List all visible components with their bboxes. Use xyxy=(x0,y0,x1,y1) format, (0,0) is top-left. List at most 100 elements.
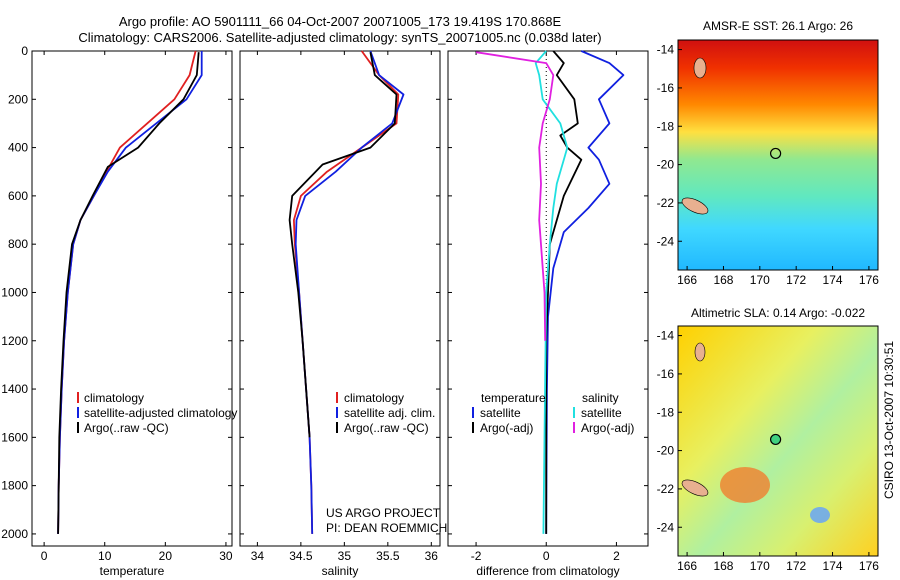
depth-tick-label: 200 xyxy=(8,92,28,106)
difference-panel: -2 0 2 difference from climatology tempera… xyxy=(447,50,649,578)
lon-tick-label: 170 xyxy=(750,559,770,573)
lat-tick-label: -18 xyxy=(657,119,675,133)
temperature-series xyxy=(57,50,203,534)
x-tick-label: 2 xyxy=(613,549,620,563)
temperature-xlabel: temperature xyxy=(100,564,165,578)
sla-map-ticks: 166 168 170 172 174 176 -14 -16 -18 -20 -22 -24 xyxy=(657,329,880,573)
sst-map-field xyxy=(678,40,878,270)
legend-swatch-argo xyxy=(77,422,79,433)
salinity-ticks: 34 34.5 35 35.5 36 xyxy=(240,50,440,563)
timestamp-stamp: CSIRO 13-Oct-2007 10:30:51 xyxy=(882,341,896,499)
depth-tick-label: 800 xyxy=(8,237,28,251)
legend-label-argo: Argo(..raw -QC) xyxy=(84,421,169,435)
legend-swatch-temp-argo xyxy=(472,422,474,433)
sla-high-anomaly xyxy=(720,467,770,503)
lon-tick-label: 174 xyxy=(823,273,843,287)
sst-map-ticks: 166 168 170 172 174 176 -14 -16 -18 -20 -22 -24 xyxy=(657,43,880,287)
legend-label-sal-argo: Argo(-adj) xyxy=(581,421,634,435)
x-tick-label: 0 xyxy=(543,549,550,563)
series-line-salinity-argo-adj xyxy=(475,51,555,341)
sla-map-title: Altimetric SLA: 0.14 Argo: -0.022 xyxy=(691,306,865,320)
legend-swatch-climatology xyxy=(336,392,338,403)
legend-label-temp-satellite: satellite xyxy=(480,406,521,420)
temperature-ticks: 0 200 400 600 800 1000 1200 1400 1600 1800 2000 0 10… xyxy=(1,44,233,563)
lon-tick-label: 174 xyxy=(823,559,843,573)
legend-title-temperature: temperature xyxy=(481,391,546,405)
series-line-argo-raw-qc xyxy=(288,52,398,438)
legend-swatch-argo xyxy=(336,422,338,433)
difference-xlabel: difference from climatology xyxy=(476,564,619,578)
lat-tick-label: -24 xyxy=(657,520,675,534)
sla-low-anomaly xyxy=(810,507,830,523)
legend-title-salinity: salinity xyxy=(582,391,619,405)
sst-island xyxy=(681,197,709,215)
sst-argo-location-marker xyxy=(769,147,782,160)
x-tick-label: 0 xyxy=(41,549,48,563)
legend-swatch-satellite-adjusted xyxy=(77,407,79,418)
x-tick-label: -2 xyxy=(471,549,482,563)
depth-tick-label: 1800 xyxy=(1,479,28,493)
sst-map-title: AMSR-E SST: 26.1 Argo: 26 xyxy=(703,19,853,33)
lat-tick-label: -16 xyxy=(657,367,675,381)
depth-tick-label: 600 xyxy=(8,189,28,203)
series-line-temperature-satellite xyxy=(545,50,625,534)
legend-swatch-sal-argo xyxy=(573,422,575,433)
salinity-panel: 34 34.5 35 35.5 36 salinity climatology sate… xyxy=(239,50,447,578)
depth-tick-label: 1600 xyxy=(1,430,28,444)
sst-island xyxy=(693,57,707,79)
figure-title-line2: Climatology: CARS2006. Satellite-adjuste… xyxy=(78,30,601,45)
salinity-xlabel: salinity xyxy=(322,564,359,578)
legend-label-argo: Argo(..raw -QC) xyxy=(344,421,429,435)
difference-ticks: -2 0 2 xyxy=(448,50,648,563)
legend-swatch-sal-satellite xyxy=(573,407,575,418)
x-tick-label: 34.5 xyxy=(289,549,313,563)
difference-legend: temperature salinity satellite Argo(-adj… xyxy=(472,391,634,435)
difference-series xyxy=(475,50,625,534)
depth-tick-label: 2000 xyxy=(1,527,28,541)
temperature-axes-box xyxy=(31,50,233,547)
legend-label-sal-satellite: satellite xyxy=(581,406,622,420)
x-tick-label: 30 xyxy=(219,549,233,563)
lat-tick-label: -22 xyxy=(657,482,675,496)
lon-tick-label: 172 xyxy=(786,273,806,287)
x-tick-label: 10 xyxy=(98,549,112,563)
depth-tick-label: 0 xyxy=(21,44,28,58)
series-line-argo-raw-qc xyxy=(57,52,200,534)
legend-label-satellite-adjusted: satellite-adjusted climatology xyxy=(84,406,237,420)
sla-map-panel: Altimetric SLA: 0.14 Argo: -0.022 166 168… xyxy=(657,306,880,573)
sst-map-frame xyxy=(677,39,879,271)
x-tick-label: 36 xyxy=(425,549,439,563)
lat-tick-label: -18 xyxy=(657,405,675,419)
depth-tick-label: 1400 xyxy=(1,382,28,396)
lat-tick-label: -24 xyxy=(657,234,675,248)
x-tick-label: 35 xyxy=(338,549,352,563)
project-label: US ARGO PROJECT xyxy=(326,506,441,520)
lon-tick-label: 168 xyxy=(713,559,733,573)
legend-swatch-satellite-adj xyxy=(336,407,338,418)
x-tick-label: 34 xyxy=(251,549,265,563)
x-tick-label: 20 xyxy=(159,549,173,563)
x-tick-label: 35.5 xyxy=(376,549,400,563)
legend-swatch-climatology xyxy=(77,392,79,403)
lon-tick-label: 168 xyxy=(713,273,733,287)
lat-tick-label: -20 xyxy=(657,444,675,458)
lon-tick-label: 166 xyxy=(677,273,697,287)
series-line-salinity-satellite xyxy=(534,50,569,534)
lat-tick-label: -20 xyxy=(657,158,675,172)
sla-island xyxy=(694,342,706,362)
lon-tick-label: 170 xyxy=(750,273,770,287)
lon-tick-label: 176 xyxy=(859,559,879,573)
temperature-panel: 0 200 400 600 800 1000 1200 1400 1600 1800 2000 0 10… xyxy=(1,44,237,578)
salinity-series xyxy=(288,50,405,534)
legend-swatch-temp-satellite xyxy=(472,407,474,418)
pi-label: PI: DEAN ROEMMICH xyxy=(326,521,447,535)
lon-tick-label: 176 xyxy=(859,273,879,287)
sla-island xyxy=(681,479,709,497)
lat-tick-label: -14 xyxy=(657,43,675,57)
salinity-legend: climatology satellite adj. clim. Argo(..… xyxy=(336,391,435,435)
lon-tick-label: 166 xyxy=(677,559,697,573)
depth-tick-label: 400 xyxy=(8,141,28,155)
legend-label-climatology: climatology xyxy=(344,391,404,405)
legend-label-satellite-adj: satellite adj. clim. xyxy=(344,406,435,420)
